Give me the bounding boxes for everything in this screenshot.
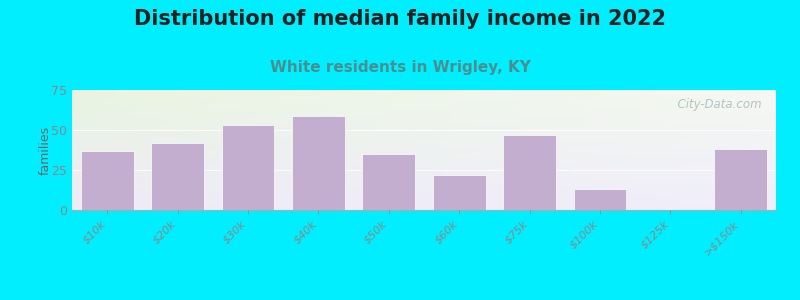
- Bar: [151, 143, 204, 210]
- Y-axis label: families: families: [39, 125, 52, 175]
- Bar: [574, 189, 626, 210]
- Bar: [81, 151, 134, 210]
- Bar: [714, 149, 767, 210]
- Text: City-Data.com: City-Data.com: [670, 98, 762, 111]
- Bar: [433, 175, 486, 210]
- Bar: [292, 116, 345, 210]
- Bar: [503, 135, 556, 210]
- Bar: [362, 154, 415, 210]
- Text: Distribution of median family income in 2022: Distribution of median family income in …: [134, 9, 666, 29]
- Bar: [222, 125, 274, 210]
- Text: White residents in Wrigley, KY: White residents in Wrigley, KY: [270, 60, 530, 75]
